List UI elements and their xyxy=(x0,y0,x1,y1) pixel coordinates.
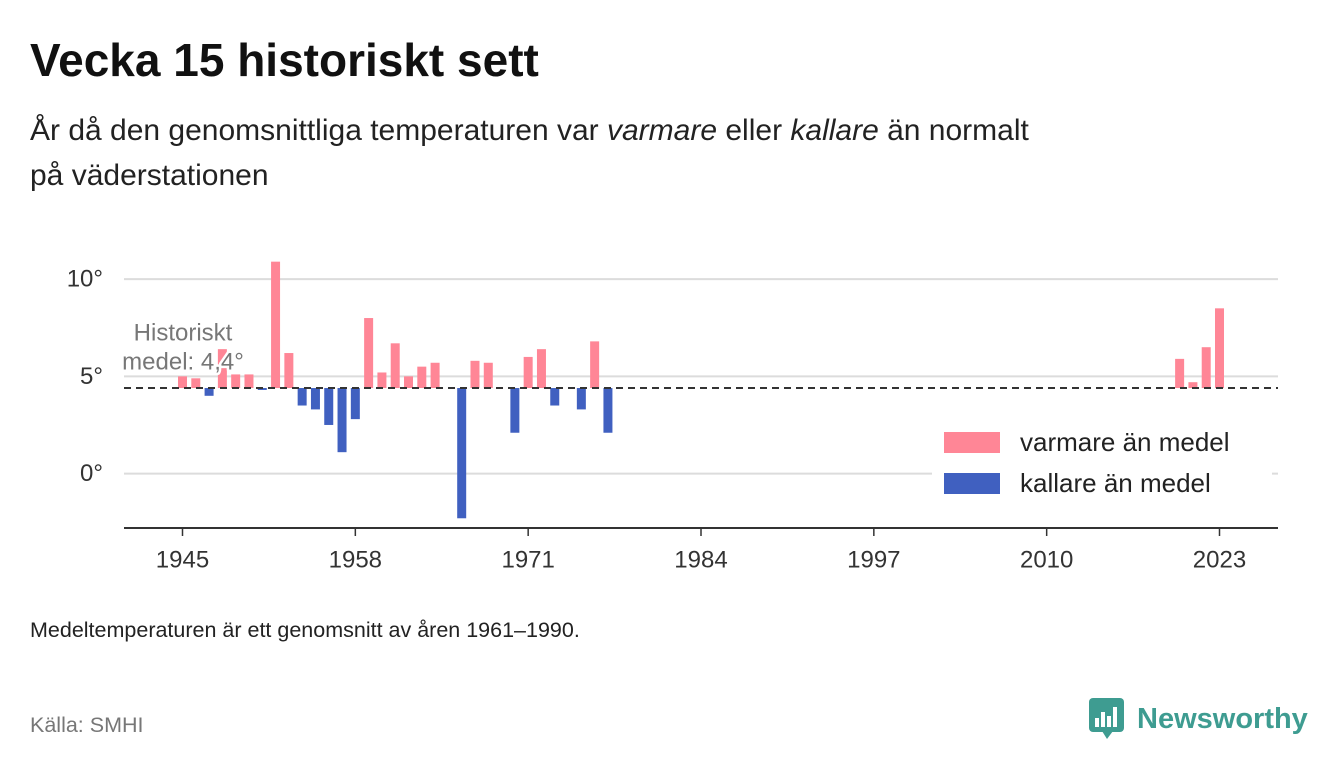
bar-1968 xyxy=(483,362,493,389)
subtitle-text-middle: eller xyxy=(717,114,791,147)
bar-2021 xyxy=(1188,382,1198,389)
bar-1957 xyxy=(337,388,347,453)
bar-2023 xyxy=(1215,308,1225,389)
bar-1959 xyxy=(364,318,374,389)
brand-logo: Newsworthy xyxy=(1089,698,1308,740)
bar-1963 xyxy=(417,366,427,389)
source-credit: Källa: SMHI xyxy=(30,713,144,737)
bar-1958 xyxy=(350,388,360,420)
legend-label: kallare än medel xyxy=(1020,468,1211,498)
subtitle-emphasis-warmer: varmare xyxy=(607,114,718,147)
x-tick-label: 1958 xyxy=(329,547,382,574)
bars xyxy=(177,261,1225,519)
bar-1962 xyxy=(404,376,414,389)
x-tick-label: 1997 xyxy=(847,547,900,574)
newsworthy-logo-icon xyxy=(1089,698,1124,739)
y-tick-label: 10° xyxy=(67,266,103,293)
bar-1964 xyxy=(430,362,440,389)
bar-1973 xyxy=(550,388,560,406)
bar-1945 xyxy=(177,376,187,389)
legend-swatch xyxy=(944,432,1000,453)
subtitle-emphasis-colder: kallare xyxy=(790,114,879,147)
y-tick-label: 0° xyxy=(80,460,103,487)
bar-1975 xyxy=(576,388,586,410)
bar-1948 xyxy=(217,349,227,389)
bar-1972 xyxy=(536,349,546,389)
bar-1977 xyxy=(603,388,613,433)
bar-1946 xyxy=(191,378,201,389)
subtitle-line-2: på väderstationen xyxy=(30,159,269,192)
bar-1967 xyxy=(470,360,480,389)
bar-2022 xyxy=(1201,347,1211,389)
x-tick-label: 2023 xyxy=(1193,547,1246,574)
bar-1976 xyxy=(590,341,600,389)
bar-1970 xyxy=(510,388,520,433)
bar-1954 xyxy=(297,388,307,406)
subtitle-text-start: År då den genomsnittliga temperaturen va… xyxy=(30,114,607,147)
legend-label: varmare än medel xyxy=(1020,427,1230,457)
y-tick-label: 5° xyxy=(80,363,103,390)
baseline-annotation-line: Historiskt xyxy=(134,320,233,347)
x-tick-label: 1984 xyxy=(674,547,727,574)
x-tick-label: 1945 xyxy=(156,547,209,574)
x-tick-label: 1971 xyxy=(501,547,554,574)
x-tick-label: 2010 xyxy=(1020,547,1073,574)
bar-1966 xyxy=(457,388,467,519)
brand-name: Newsworthy xyxy=(1137,702,1308,735)
bar-1949 xyxy=(231,374,241,389)
subtitle-text-end: än normalt xyxy=(878,114,1029,147)
bar-1950 xyxy=(244,374,254,389)
subtitle-line-1: År då den genomsnittliga temperaturen va… xyxy=(30,108,1029,153)
legend-swatch xyxy=(944,473,1000,494)
bar-2020 xyxy=(1175,358,1185,389)
bar-1952 xyxy=(271,261,281,389)
chart-title: Vecka 15 historiskt sett xyxy=(30,34,539,86)
chart-subtitle: År då den genomsnittliga temperaturen va… xyxy=(30,108,1029,198)
bar-1971 xyxy=(523,356,533,389)
x-axis: 1945 1958 1971 1984 1997 2010 2023 xyxy=(124,527,1278,574)
footnote: Medeltemperaturen är ett genomsnitt av å… xyxy=(30,618,580,642)
bar-1960 xyxy=(377,372,387,389)
bar-1953 xyxy=(284,353,294,389)
bar-1961 xyxy=(390,343,400,389)
baseline-annotation-line: medel: 4,4° xyxy=(122,349,244,376)
bar-1955 xyxy=(310,388,320,410)
bar-1956 xyxy=(324,388,334,425)
legend: varmare än medel kallare än medel xyxy=(932,418,1272,502)
bar-1947 xyxy=(204,388,214,396)
